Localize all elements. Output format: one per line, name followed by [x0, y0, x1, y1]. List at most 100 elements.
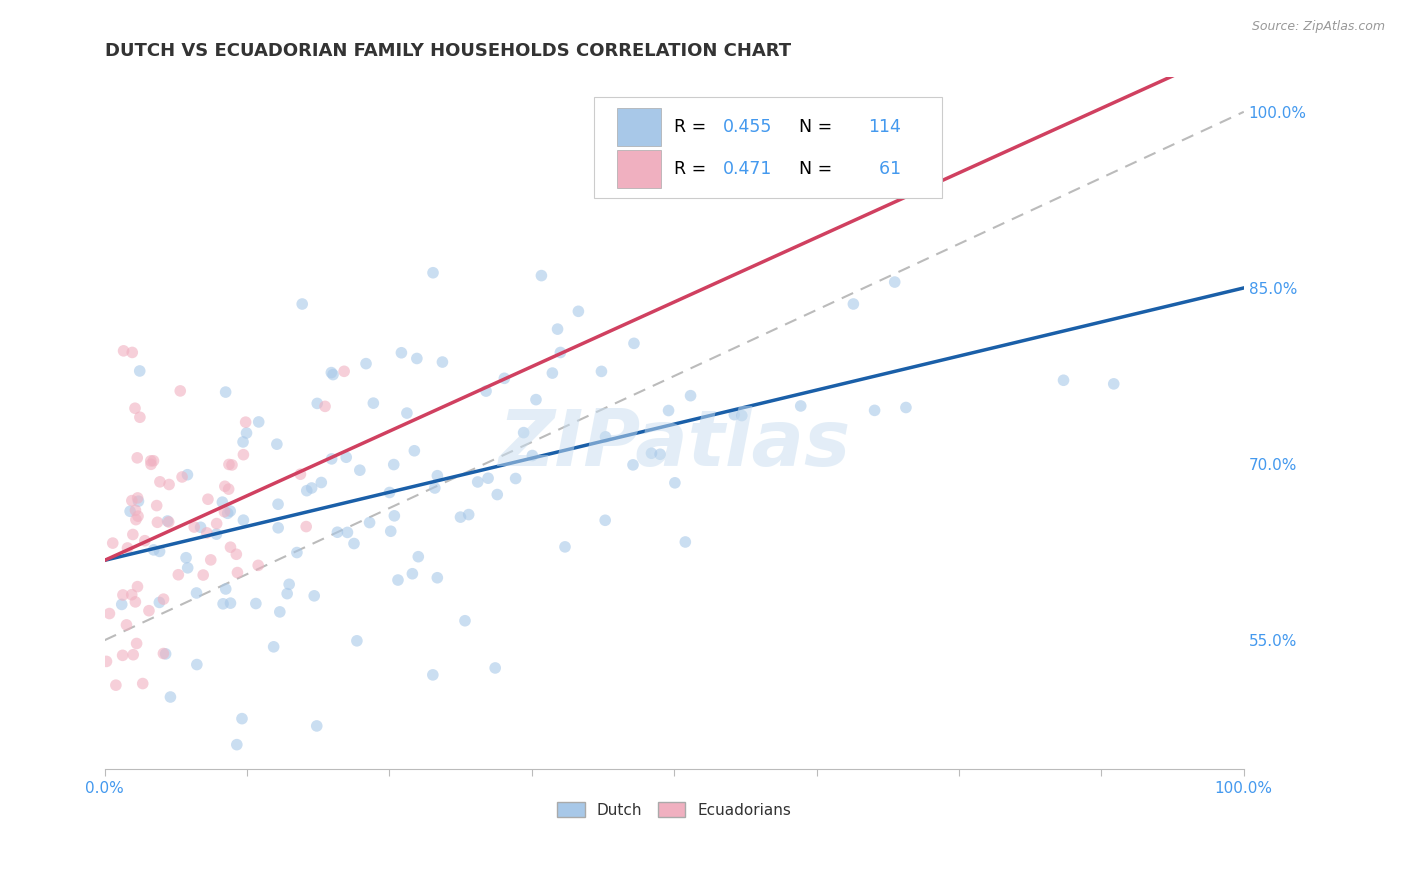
Point [111, 588, 134, 602]
Point [157, 477, 180, 491]
Point [142, 542, 165, 557]
Point [149, 475, 172, 489]
Text: 0.455: 0.455 [723, 118, 772, 136]
Point [127, 509, 149, 524]
Point [336, 525, 359, 540]
Point [232, 434, 254, 449]
Point [595, 430, 617, 444]
Point [215, 582, 238, 596]
Point [219, 540, 242, 554]
Point [149, 544, 172, 558]
Point [138, 604, 160, 618]
Point [190, 520, 212, 534]
Point [214, 479, 236, 493]
Point [225, 738, 247, 752]
Point [524, 392, 547, 407]
Point [591, 364, 613, 378]
Point [214, 385, 236, 400]
Point [263, 640, 285, 654]
Point [522, 449, 544, 463]
Point [408, 549, 430, 564]
Point [225, 547, 247, 561]
Point [679, 389, 702, 403]
Point [127, 580, 149, 594]
Point [146, 516, 169, 530]
Point [212, 597, 235, 611]
Point [235, 415, 257, 429]
Point [426, 468, 449, 483]
Point [218, 458, 240, 472]
Point [454, 614, 477, 628]
Point [127, 494, 149, 508]
Point [285, 545, 308, 559]
Point [112, 343, 135, 358]
Point [145, 499, 167, 513]
Point [321, 366, 343, 380]
Point [389, 345, 412, 359]
Point [422, 668, 444, 682]
Point [111, 648, 134, 663]
Point [124, 503, 146, 517]
Point [127, 450, 149, 465]
Point [673, 535, 696, 549]
Point [395, 406, 418, 420]
Point [183, 520, 205, 534]
Point [664, 475, 686, 490]
Point [432, 355, 454, 369]
Point [217, 506, 239, 520]
Point [245, 597, 267, 611]
Point [155, 647, 177, 661]
Point [205, 516, 228, 531]
Point [621, 458, 644, 472]
Point [530, 268, 553, 283]
Point [450, 510, 472, 524]
Point [382, 508, 405, 523]
Point [321, 451, 343, 466]
Point [197, 492, 219, 507]
Point [326, 525, 349, 540]
Point [541, 366, 564, 380]
Bar [617, 150, 661, 188]
Point [1102, 376, 1125, 391]
Point [115, 618, 138, 632]
Point [139, 458, 162, 472]
Point [322, 368, 344, 382]
Point [731, 409, 754, 423]
Point [486, 487, 509, 501]
Point [221, 458, 243, 472]
Point [457, 508, 479, 522]
Point [333, 364, 356, 378]
Point [405, 351, 427, 366]
Point [723, 408, 745, 422]
Point [378, 485, 401, 500]
Point [295, 519, 318, 533]
Point [124, 595, 146, 609]
Point [484, 661, 506, 675]
Point [101, 536, 124, 550]
Point [278, 577, 301, 591]
Point [117, 541, 139, 555]
Point [505, 471, 527, 485]
Point [231, 712, 253, 726]
Point [125, 513, 148, 527]
Point [314, 400, 336, 414]
Point [159, 690, 181, 704]
Point [269, 605, 291, 619]
Point [382, 458, 405, 472]
Point [267, 521, 290, 535]
Point [380, 524, 402, 539]
Point [142, 454, 165, 468]
Point [157, 515, 180, 529]
Point [139, 454, 162, 468]
Point [290, 467, 312, 482]
Point [363, 396, 385, 410]
Point [96, 654, 118, 668]
Text: R =: R = [675, 118, 711, 136]
Point [467, 475, 489, 489]
Point [863, 403, 886, 417]
Point [134, 533, 156, 548]
Point [122, 648, 145, 662]
Point [235, 425, 257, 440]
Point [550, 345, 572, 359]
Text: ZIPatlas: ZIPatlas [498, 406, 851, 482]
